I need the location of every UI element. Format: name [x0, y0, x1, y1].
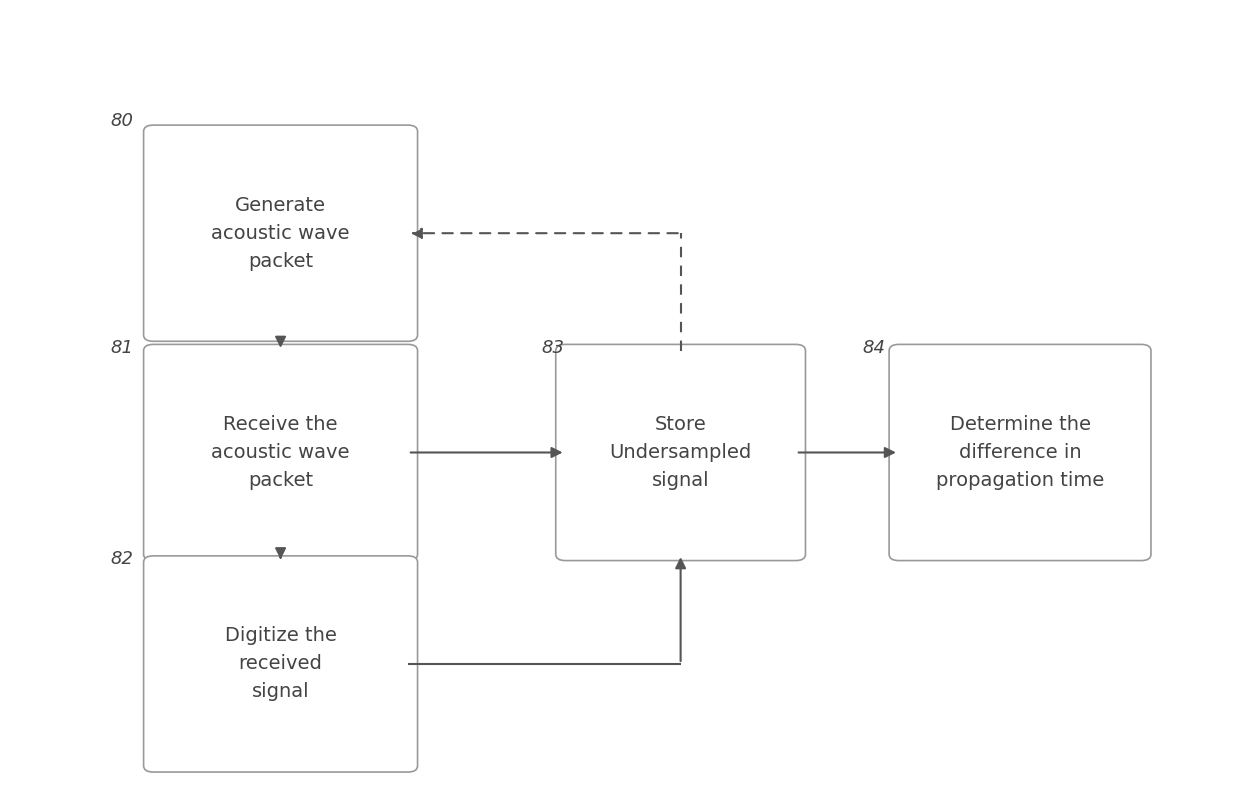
FancyBboxPatch shape [144, 345, 418, 560]
Text: 83: 83 [541, 339, 564, 357]
Text: Store
Undersampled
signal: Store Undersampled signal [610, 415, 751, 490]
Text: Digitize the
received
signal: Digitize the received signal [224, 626, 336, 702]
FancyBboxPatch shape [144, 556, 418, 772]
Text: 81: 81 [110, 339, 134, 357]
Text: 84: 84 [863, 339, 885, 357]
Text: Determine the
difference in
propagation time: Determine the difference in propagation … [936, 415, 1104, 490]
Text: Generate
acoustic wave
packet: Generate acoustic wave packet [211, 195, 350, 271]
Text: 82: 82 [110, 551, 134, 569]
Text: Receive the
acoustic wave
packet: Receive the acoustic wave packet [211, 415, 350, 490]
FancyBboxPatch shape [556, 345, 806, 560]
FancyBboxPatch shape [889, 345, 1151, 560]
Text: 80: 80 [110, 112, 134, 130]
FancyBboxPatch shape [144, 125, 418, 341]
